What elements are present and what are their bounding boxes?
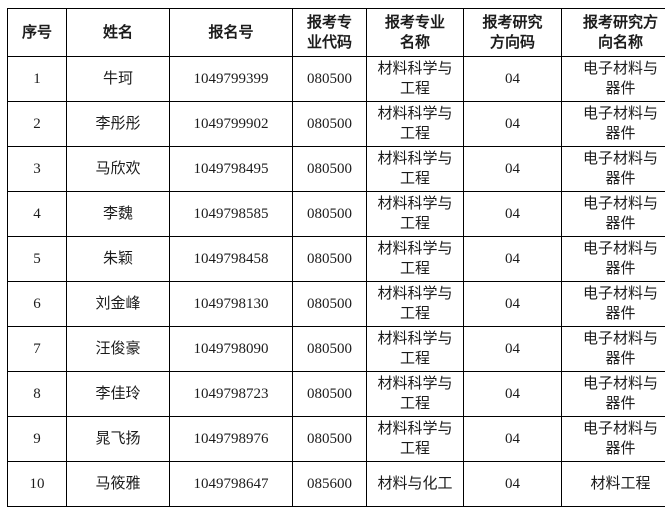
table-header: 序号 姓名 报名号 报考专 业代码 报考专业 名称 报考研究 方向码 报考研究方 向名称	[7, 8, 665, 57]
table-cell-major-name: 材料科学与 工程	[366, 326, 464, 372]
table-cell-name: 李魏	[66, 191, 170, 237]
table-row: 10 马筱雅 1049798647 085600 材料与化工 04 材料工程	[7, 461, 665, 507]
table-cell-registration-number: 1049798458	[169, 236, 293, 282]
applicant-table-container: 序号 姓名 报名号 报考专 业代码 报考专业 名称 报考研究 方向码 报考研究方 向名称 1…	[7, 8, 665, 507]
table-cell-index: 4	[7, 191, 67, 237]
table-cell-direction-name: 电子材料与 器件	[561, 146, 665, 192]
table-cell-direction-code: 04	[463, 56, 562, 102]
table-row: 9 晁飞扬 1049798976 080500 材料科学与 工程 04 电子材料与 器件	[7, 416, 665, 462]
column-header-major-code: 报考专 业代码	[292, 8, 367, 57]
table-cell-direction-name: 电子材料与 器件	[561, 101, 665, 147]
table-cell-major-code: 080500	[292, 371, 367, 417]
table-cell-direction-name: 电子材料与 器件	[561, 191, 665, 237]
table-cell-major-code: 080500	[292, 146, 367, 192]
table-cell-registration-number: 1049798585	[169, 191, 293, 237]
applicants-table: 序号 姓名 报名号 报考专 业代码 报考专业 名称 报考研究 方向码 报考研究方 向名称 1…	[7, 8, 665, 507]
table-cell-direction-code: 04	[463, 101, 562, 147]
table-cell-direction-name: 电子材料与 器件	[561, 416, 665, 462]
table-body: 1 牛珂 1049799399 080500 材料科学与 工程 04 电子材料与 器件 2 李彤…	[7, 56, 665, 507]
table-row: 8 李佳玲 1049798723 080500 材料科学与 工程 04 电子材料与 器件	[7, 371, 665, 417]
table-cell-index: 6	[7, 281, 67, 327]
table-cell-index: 1	[7, 56, 67, 102]
table-cell-registration-number: 1049799902	[169, 101, 293, 147]
table-cell-direction-name: 材料工程	[561, 461, 665, 507]
table-cell-major-code: 080500	[292, 281, 367, 327]
column-header-direction-name: 报考研究方 向名称	[561, 8, 665, 57]
table-cell-major-name: 材料科学与 工程	[366, 416, 464, 462]
table-cell-index: 3	[7, 146, 67, 192]
table-cell-registration-number: 1049798723	[169, 371, 293, 417]
table-cell-index: 10	[7, 461, 67, 507]
table-cell-index: 7	[7, 326, 67, 372]
table-cell-index: 5	[7, 236, 67, 282]
table-cell-direction-name: 电子材料与 器件	[561, 56, 665, 102]
table-cell-major-name: 材料与化工	[366, 461, 464, 507]
table-row: 4 李魏 1049798585 080500 材料科学与 工程 04 电子材料与 器件	[7, 191, 665, 237]
table-cell-registration-number: 1049798495	[169, 146, 293, 192]
table-cell-major-code: 080500	[292, 236, 367, 282]
table-cell-direction-code: 04	[463, 191, 562, 237]
table-cell-name: 马欣欢	[66, 146, 170, 192]
table-cell-direction-name: 电子材料与 器件	[561, 371, 665, 417]
table-cell-major-code: 085600	[292, 461, 367, 507]
table-cell-direction-code: 04	[463, 326, 562, 372]
table-cell-direction-name: 电子材料与 器件	[561, 326, 665, 372]
table-cell-major-code: 080500	[292, 416, 367, 462]
table-cell-major-name: 材料科学与 工程	[366, 281, 464, 327]
table-row: 5 朱颖 1049798458 080500 材料科学与 工程 04 电子材料与 器件	[7, 236, 665, 282]
table-cell-major-name: 材料科学与 工程	[366, 191, 464, 237]
table-row: 1 牛珂 1049799399 080500 材料科学与 工程 04 电子材料与 器件	[7, 56, 665, 102]
table-cell-direction-code: 04	[463, 371, 562, 417]
table-row: 6 刘金峰 1049798130 080500 材料科学与 工程 04 电子材料与 器件	[7, 281, 665, 327]
column-header-name: 姓名	[66, 8, 170, 57]
table-cell-major-name: 材料科学与 工程	[366, 371, 464, 417]
header-row: 序号 姓名 报名号 报考专 业代码 报考专业 名称 报考研究 方向码 报考研究方 向名称	[7, 8, 665, 57]
table-cell-registration-number: 1049799399	[169, 56, 293, 102]
table-cell-direction-code: 04	[463, 281, 562, 327]
table-cell-direction-code: 04	[463, 461, 562, 507]
table-cell-registration-number: 1049798130	[169, 281, 293, 327]
table-cell-registration-number: 1049798647	[169, 461, 293, 507]
table-cell-major-code: 080500	[292, 191, 367, 237]
table-cell-major-code: 080500	[292, 326, 367, 372]
table-cell-direction-name: 电子材料与 器件	[561, 236, 665, 282]
table-cell-name: 汪俊豪	[66, 326, 170, 372]
column-header-index: 序号	[7, 8, 67, 57]
table-cell-name: 刘金峰	[66, 281, 170, 327]
table-cell-direction-code: 04	[463, 236, 562, 282]
table-cell-direction-name: 电子材料与 器件	[561, 281, 665, 327]
table-cell-registration-number: 1049798976	[169, 416, 293, 462]
table-cell-direction-code: 04	[463, 146, 562, 192]
table-cell-name: 晁飞扬	[66, 416, 170, 462]
table-cell-name: 李佳玲	[66, 371, 170, 417]
table-cell-index: 2	[7, 101, 67, 147]
table-cell-name: 朱颖	[66, 236, 170, 282]
table-cell-major-code: 080500	[292, 101, 367, 147]
table-cell-name: 马筱雅	[66, 461, 170, 507]
table-cell-index: 9	[7, 416, 67, 462]
table-cell-major-code: 080500	[292, 56, 367, 102]
table-cell-registration-number: 1049798090	[169, 326, 293, 372]
table-row: 7 汪俊豪 1049798090 080500 材料科学与 工程 04 电子材料与 器件	[7, 326, 665, 372]
table-cell-major-name: 材料科学与 工程	[366, 56, 464, 102]
table-cell-major-name: 材料科学与 工程	[366, 101, 464, 147]
table-row: 2 李彤彤 1049799902 080500 材料科学与 工程 04 电子材料与 器件	[7, 101, 665, 147]
table-cell-major-name: 材料科学与 工程	[366, 236, 464, 282]
table-cell-direction-code: 04	[463, 416, 562, 462]
table-cell-index: 8	[7, 371, 67, 417]
table-cell-major-name: 材料科学与 工程	[366, 146, 464, 192]
column-header-registration-number: 报名号	[169, 8, 293, 57]
column-header-direction-code: 报考研究 方向码	[463, 8, 562, 57]
table-cell-name: 牛珂	[66, 56, 170, 102]
column-header-major-name: 报考专业 名称	[366, 8, 464, 57]
table-row: 3 马欣欢 1049798495 080500 材料科学与 工程 04 电子材料与 器件	[7, 146, 665, 192]
table-cell-name: 李彤彤	[66, 101, 170, 147]
